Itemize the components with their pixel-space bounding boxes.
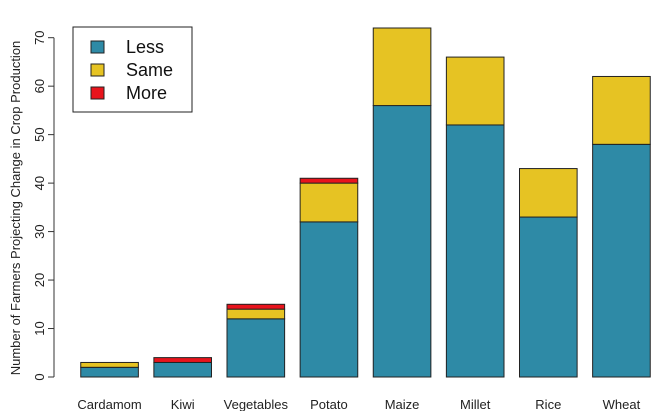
legend-swatch-same	[90, 63, 105, 77]
legend-label-more: More	[126, 83, 167, 103]
bar-segment-less-maize	[372, 105, 432, 378]
y-tick-label: 60	[32, 79, 47, 93]
legend-swatch-less	[90, 40, 105, 54]
bar-segment-less-kiwi	[153, 361, 212, 378]
legend: Less Same More	[72, 26, 193, 113]
bar-segment-less-millet	[445, 124, 505, 378]
y-axis: 0 10 20 30 40 50 60 70	[32, 30, 55, 381]
x-tick-label: Cardamom	[77, 397, 141, 411]
y-tick-label: 50	[32, 127, 47, 141]
x-tick-label: Vegetables	[224, 397, 289, 411]
y-tick-label: 10	[32, 321, 47, 335]
bar-segment-less-cardamom	[80, 366, 139, 378]
bar-segment-same-maize	[372, 27, 432, 107]
y-axis-title: Number of Farmers Projecting Change in C…	[8, 41, 23, 376]
y-tick-label: 40	[32, 176, 47, 190]
bar-segment-less-wheat	[592, 143, 651, 378]
bar-segment-same-millet	[445, 56, 505, 126]
y-tick-label: 70	[32, 30, 47, 44]
x-tick-label: Rice	[535, 397, 561, 411]
bar-segment-more-potato	[299, 177, 359, 184]
y-tick-label: 20	[32, 273, 47, 287]
x-tick-label: Potato	[310, 397, 348, 411]
y-tick-label: 0	[32, 373, 47, 380]
legend-label-same: Same	[126, 60, 173, 80]
x-tick-label: Kiwi	[171, 397, 195, 411]
bar-segment-same-wheat	[592, 75, 651, 145]
legend-label-less: Less	[126, 37, 164, 57]
legend-swatch-more	[90, 86, 105, 100]
bars-group	[80, 27, 651, 378]
bar-segment-less-rice	[519, 216, 578, 378]
x-tick-labels: Cardamom Kiwi Vegetables Potato Maize Millet R…	[77, 397, 640, 411]
x-tick-label: Maize	[385, 397, 420, 411]
bar-segment-same-vegetables	[226, 308, 286, 320]
x-tick-label: Wheat	[603, 397, 641, 411]
bar-segment-more-vegetables	[226, 303, 286, 310]
bar-segment-less-potato	[299, 221, 359, 378]
bar-segment-same-potato	[299, 182, 359, 223]
bar-segment-less-vegetables	[226, 318, 286, 378]
bar-segment-same-cardamom	[80, 361, 139, 368]
bar-segment-same-rice	[519, 168, 578, 218]
y-tick-label: 30	[32, 224, 47, 238]
bar-segment-more-kiwi	[153, 357, 212, 363]
x-tick-label: Millet	[460, 397, 491, 411]
